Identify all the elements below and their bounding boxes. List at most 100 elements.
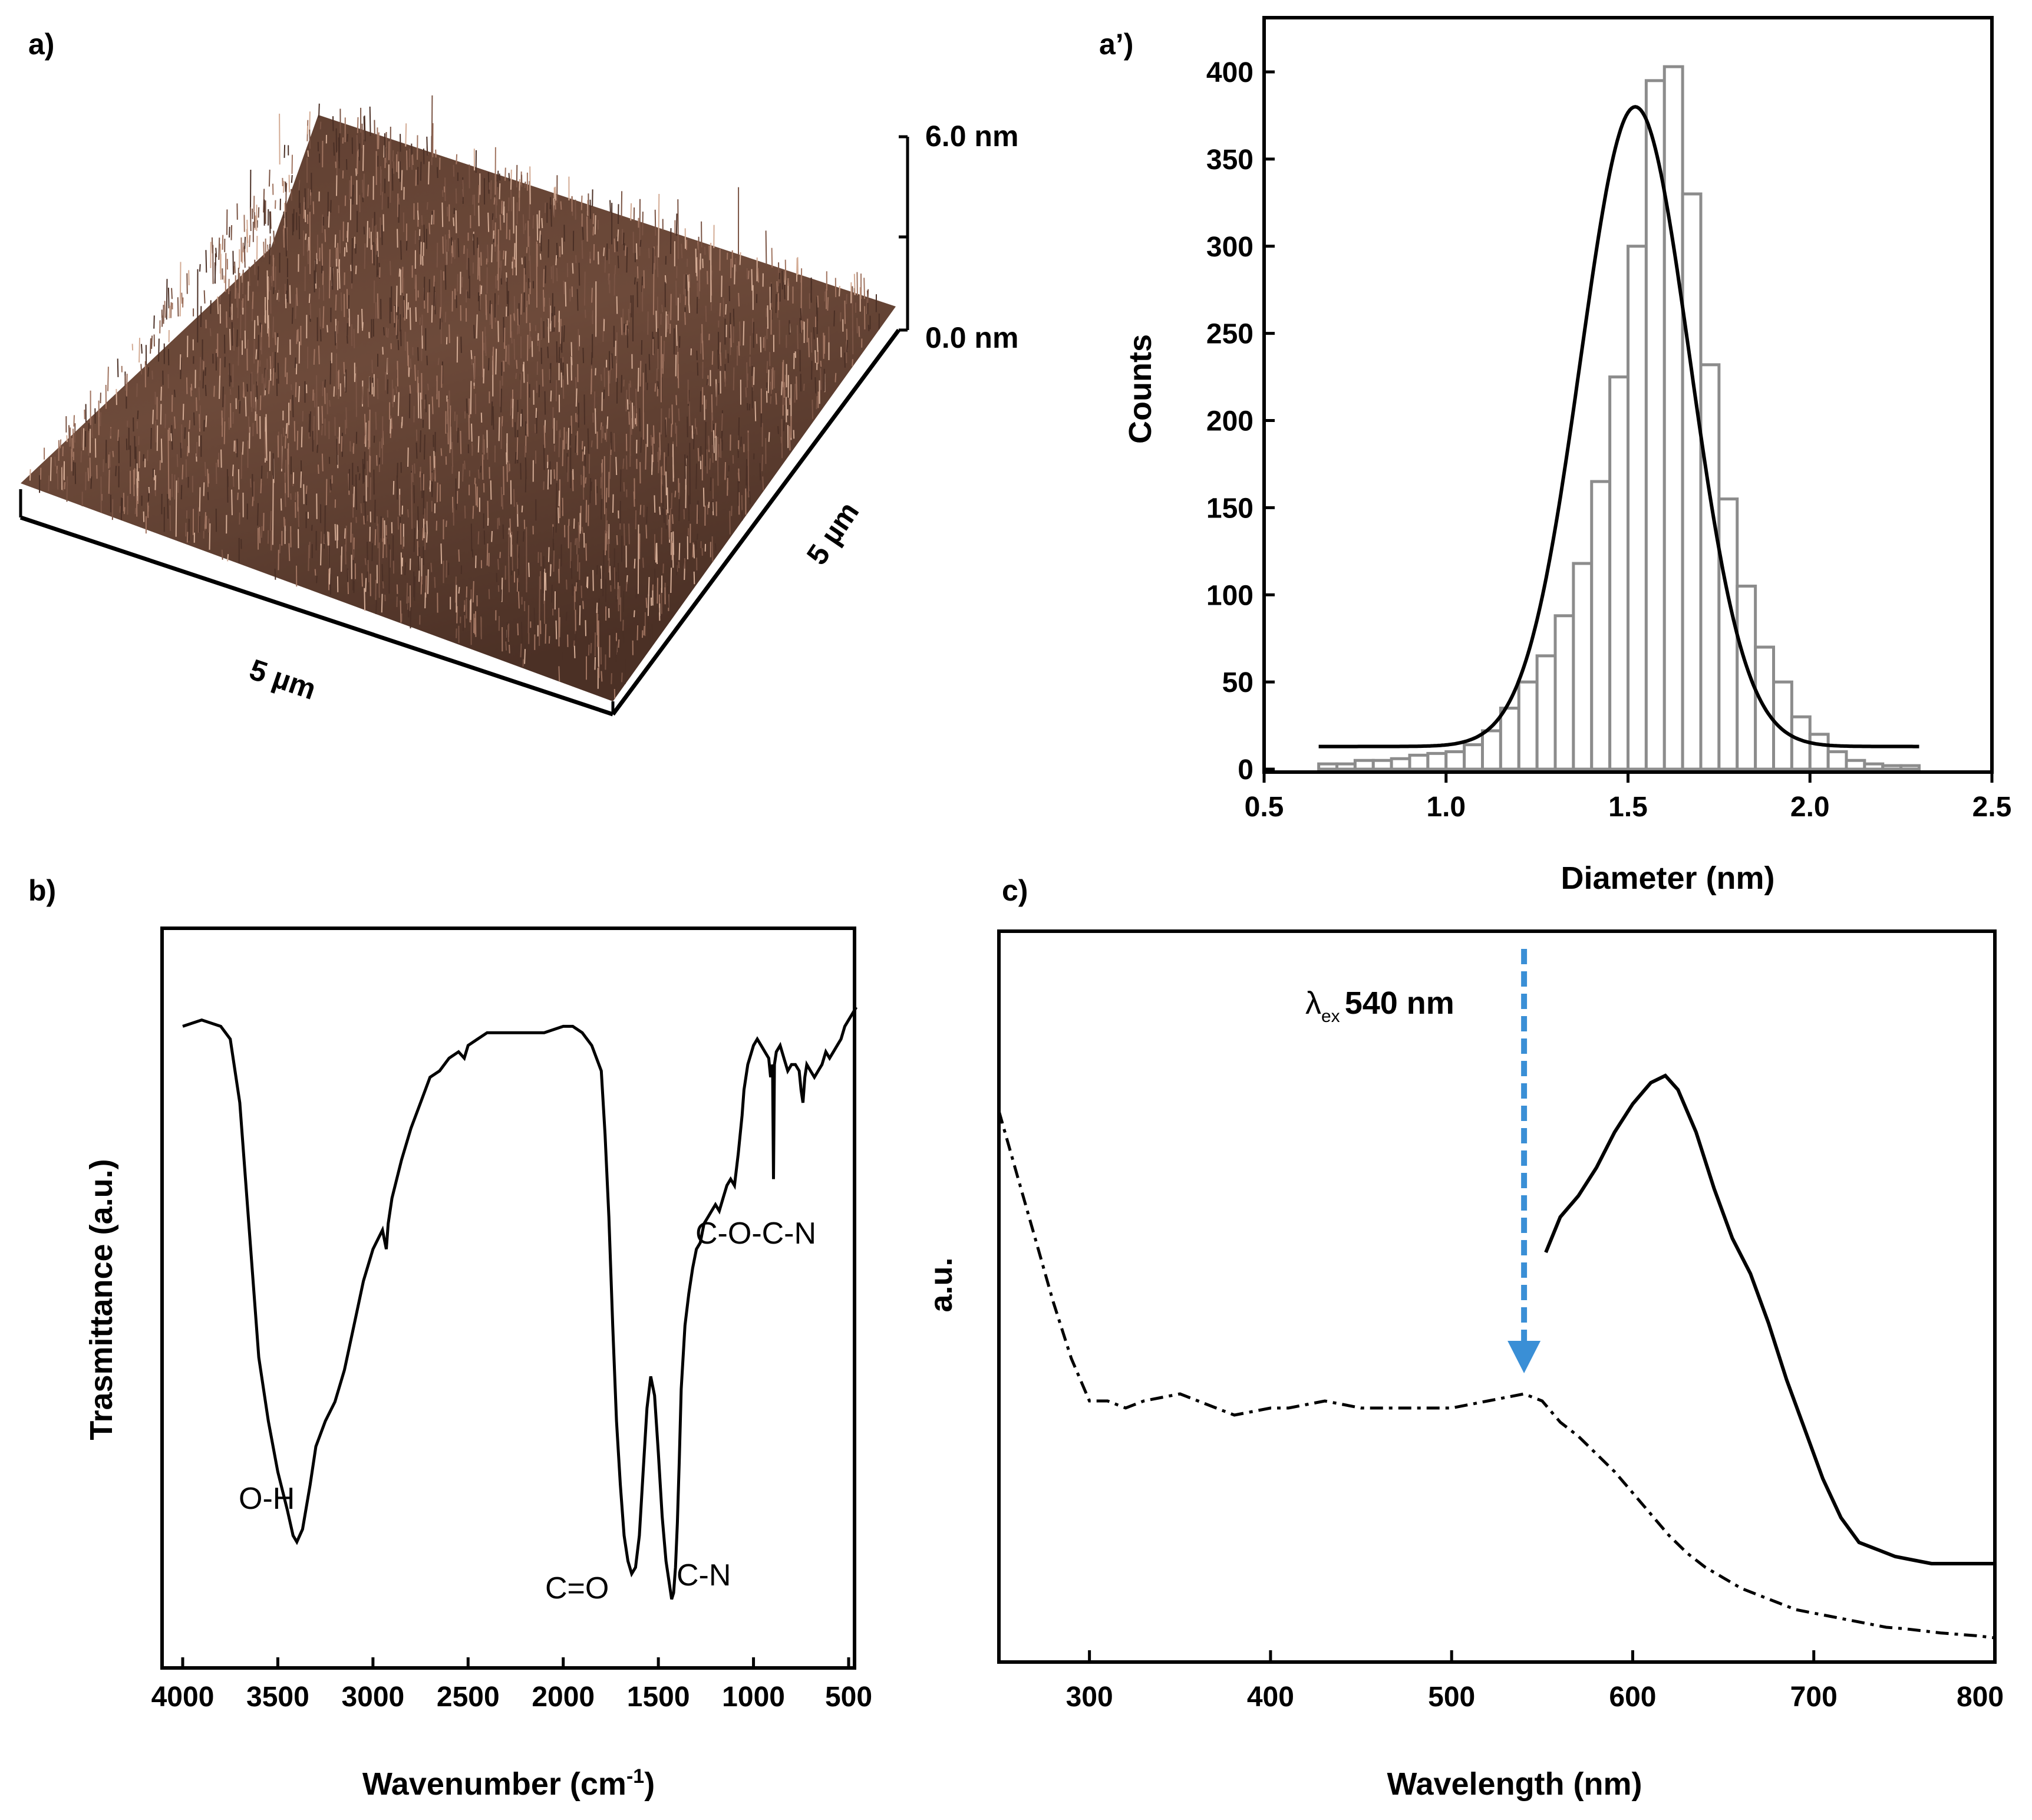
afm-spike	[375, 411, 377, 430]
afm-spike	[538, 210, 540, 229]
histogram-bar	[1627, 245, 1648, 771]
afm-spike	[721, 275, 723, 297]
spectra-x-tick-label: 800	[1957, 1681, 2004, 1713]
afm-spike	[609, 370, 611, 384]
afm-spike	[502, 524, 504, 539]
afm-spike	[148, 486, 150, 493]
afm-spike	[520, 372, 522, 400]
afm-spike	[455, 188, 457, 204]
panel-a-prime-histogram: a’) 0.5 1.0 1.5 2.0 2.5 0 50 100 150 200 250 300 35…	[1099, 16, 2011, 896]
panel-a-label: a)	[28, 28, 54, 61]
afm-spike	[289, 285, 291, 304]
afm-spike	[477, 245, 479, 280]
afm-spike	[663, 341, 665, 362]
afm-spike	[305, 233, 307, 240]
afm-spike	[548, 636, 550, 644]
afm-spike	[423, 546, 424, 566]
afm-spike	[494, 222, 496, 247]
afm-spike	[335, 294, 337, 311]
afm-spike	[681, 243, 683, 259]
afm-spike	[415, 169, 417, 186]
afm-spike	[151, 335, 153, 349]
afm-spike	[698, 236, 700, 299]
afm-spike	[498, 417, 500, 441]
afm-spike	[591, 368, 592, 395]
afm-spike	[858, 326, 860, 337]
afm-spike	[555, 483, 558, 533]
afm-spike	[671, 423, 672, 437]
afm-spike	[738, 292, 740, 307]
afm-spike	[253, 384, 255, 408]
afm-spike	[766, 308, 767, 317]
afm-spike	[451, 441, 454, 467]
afm-spike	[623, 324, 625, 333]
afm-spike	[421, 314, 423, 336]
afm-spike	[249, 478, 252, 488]
afm-spike	[725, 304, 727, 315]
afm-spike	[398, 197, 400, 205]
afm-spike	[219, 375, 220, 399]
afm-spike	[309, 129, 311, 149]
afm-spike	[275, 200, 276, 209]
afm-spike	[263, 242, 265, 258]
afm-spike	[775, 294, 777, 314]
afm-spike	[220, 449, 222, 468]
afm-spike	[647, 594, 649, 616]
afm-spike	[318, 406, 319, 430]
afm-spike	[411, 472, 413, 529]
afm-spike	[334, 524, 337, 541]
histogram-y-tick-label: 0	[1238, 754, 1253, 786]
afm-spike	[480, 285, 483, 295]
afm-spike	[667, 487, 669, 513]
afm-spike	[671, 532, 672, 555]
histogram-bar	[1736, 584, 1757, 771]
afm-spike	[707, 271, 708, 285]
afm-spike	[321, 405, 324, 424]
afm-spike	[570, 356, 572, 381]
afm-spike	[708, 245, 711, 261]
afm-spike	[227, 554, 229, 562]
afm-spike	[556, 341, 558, 363]
afm-spike	[396, 584, 398, 594]
afm-spike	[259, 395, 262, 410]
afm-spike	[567, 456, 569, 482]
afm-spike	[691, 425, 694, 439]
afm-spike	[230, 306, 232, 315]
afm-spike	[544, 202, 546, 213]
afm-spike	[283, 229, 285, 248]
afm-spike	[560, 201, 562, 210]
afm-spike	[659, 432, 661, 455]
afm-spike	[695, 463, 698, 489]
ftir-line	[182, 1006, 858, 1600]
afm-spike	[62, 465, 64, 492]
afm-spike	[606, 520, 608, 532]
afm-spike	[371, 218, 374, 233]
afm-spike	[743, 321, 745, 346]
afm-spike	[415, 307, 417, 322]
afm-spike	[605, 487, 608, 503]
afm-spike	[679, 336, 681, 348]
afm-spike	[395, 386, 397, 394]
afm-spike	[662, 486, 664, 507]
afm-spike	[248, 266, 250, 286]
afm-spike	[590, 642, 592, 654]
afm-spike	[260, 479, 262, 494]
afm-spike	[205, 516, 207, 529]
spectra-x-axis-label: Wavelength (nm)	[1387, 1766, 1642, 1802]
afm-spike	[745, 459, 747, 486]
afm-spike	[462, 615, 464, 631]
afm-spike	[428, 161, 430, 184]
afm-spike	[177, 297, 179, 317]
afm-spike	[561, 238, 563, 255]
afm-spike	[367, 461, 369, 487]
afm-spike	[714, 543, 717, 551]
afm-spike	[614, 265, 616, 275]
afm-spike	[456, 154, 458, 164]
afm-spike	[274, 332, 276, 345]
afm-spike	[814, 350, 816, 363]
afm-spike	[609, 200, 611, 213]
afm-spike	[274, 568, 276, 580]
afm-spike	[112, 450, 114, 457]
afm-x-label: 5 µm	[245, 652, 320, 705]
afm-spike	[630, 295, 632, 318]
